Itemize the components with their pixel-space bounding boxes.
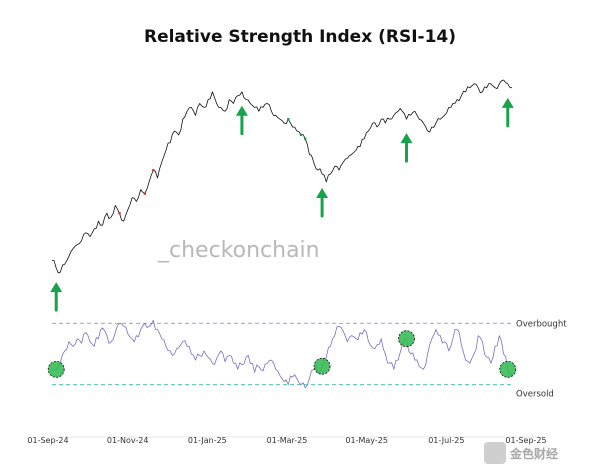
rsi-series-line bbox=[51, 319, 513, 389]
signal-arrow-head bbox=[316, 188, 329, 199]
x-tick-label: 01-Jan-25 bbox=[188, 436, 227, 445]
x-tick-label: 01-Nov-24 bbox=[107, 436, 149, 445]
rsi-oversold-circle-4 bbox=[499, 360, 517, 378]
x-tick-label: 01-Jul-25 bbox=[428, 436, 464, 445]
x-tick-label: 01-Sep-24 bbox=[27, 436, 68, 445]
x-tick-label: 01-Sep-25 bbox=[505, 436, 546, 445]
rsi-oversold-circle-3 bbox=[398, 330, 415, 348]
price-overbought-marker bbox=[151, 168, 155, 172]
rsi-oversold-circle-1 bbox=[47, 360, 65, 378]
chart-title: Relative Strength Index (RSI-14) bbox=[144, 27, 456, 47]
signal-arrow-4 bbox=[400, 133, 413, 163]
price-panel bbox=[50, 79, 514, 312]
badge-icon bbox=[484, 442, 506, 464]
x-axis: 01-Sep-24 01-Nov-24 01-Jan-25 01-Mar-25 01-M… bbox=[27, 436, 546, 445]
x-tick-label: 01-May-25 bbox=[345, 436, 388, 445]
watermark-text: _checkonchain bbox=[157, 238, 320, 263]
signal-arrow-5 bbox=[501, 97, 514, 128]
corner-badge: 金色财经 bbox=[484, 442, 558, 464]
price-overbought-marker bbox=[118, 211, 121, 215]
rsi-ref-label-overbought: Overbought bbox=[516, 319, 567, 329]
signal-arrow-head bbox=[235, 105, 248, 116]
price-oversold-marker bbox=[299, 133, 303, 137]
signal-arrow-2 bbox=[235, 105, 248, 136]
rsi-panel: Overbought Oversold bbox=[47, 319, 567, 400]
signal-arrow-3 bbox=[316, 188, 329, 218]
watermark: _checkonchain bbox=[157, 238, 320, 263]
rsi-oversold-circle-2 bbox=[313, 357, 331, 375]
signal-arrow-head bbox=[400, 133, 413, 144]
x-tick-label: 01-Mar-25 bbox=[267, 436, 308, 445]
rsi-ref-label-oversold: Oversold bbox=[516, 390, 554, 400]
price-overbought-marker bbox=[143, 192, 147, 195]
price-oversold-marker bbox=[303, 137, 307, 141]
signal-arrow-head bbox=[50, 282, 63, 293]
price-series-line bbox=[51, 79, 513, 274]
price-oversold-marker bbox=[287, 117, 290, 121]
signal-arrow-1 bbox=[50, 282, 63, 312]
signal-arrow-head bbox=[501, 97, 514, 108]
badge-text: 金色财经 bbox=[509, 446, 558, 461]
